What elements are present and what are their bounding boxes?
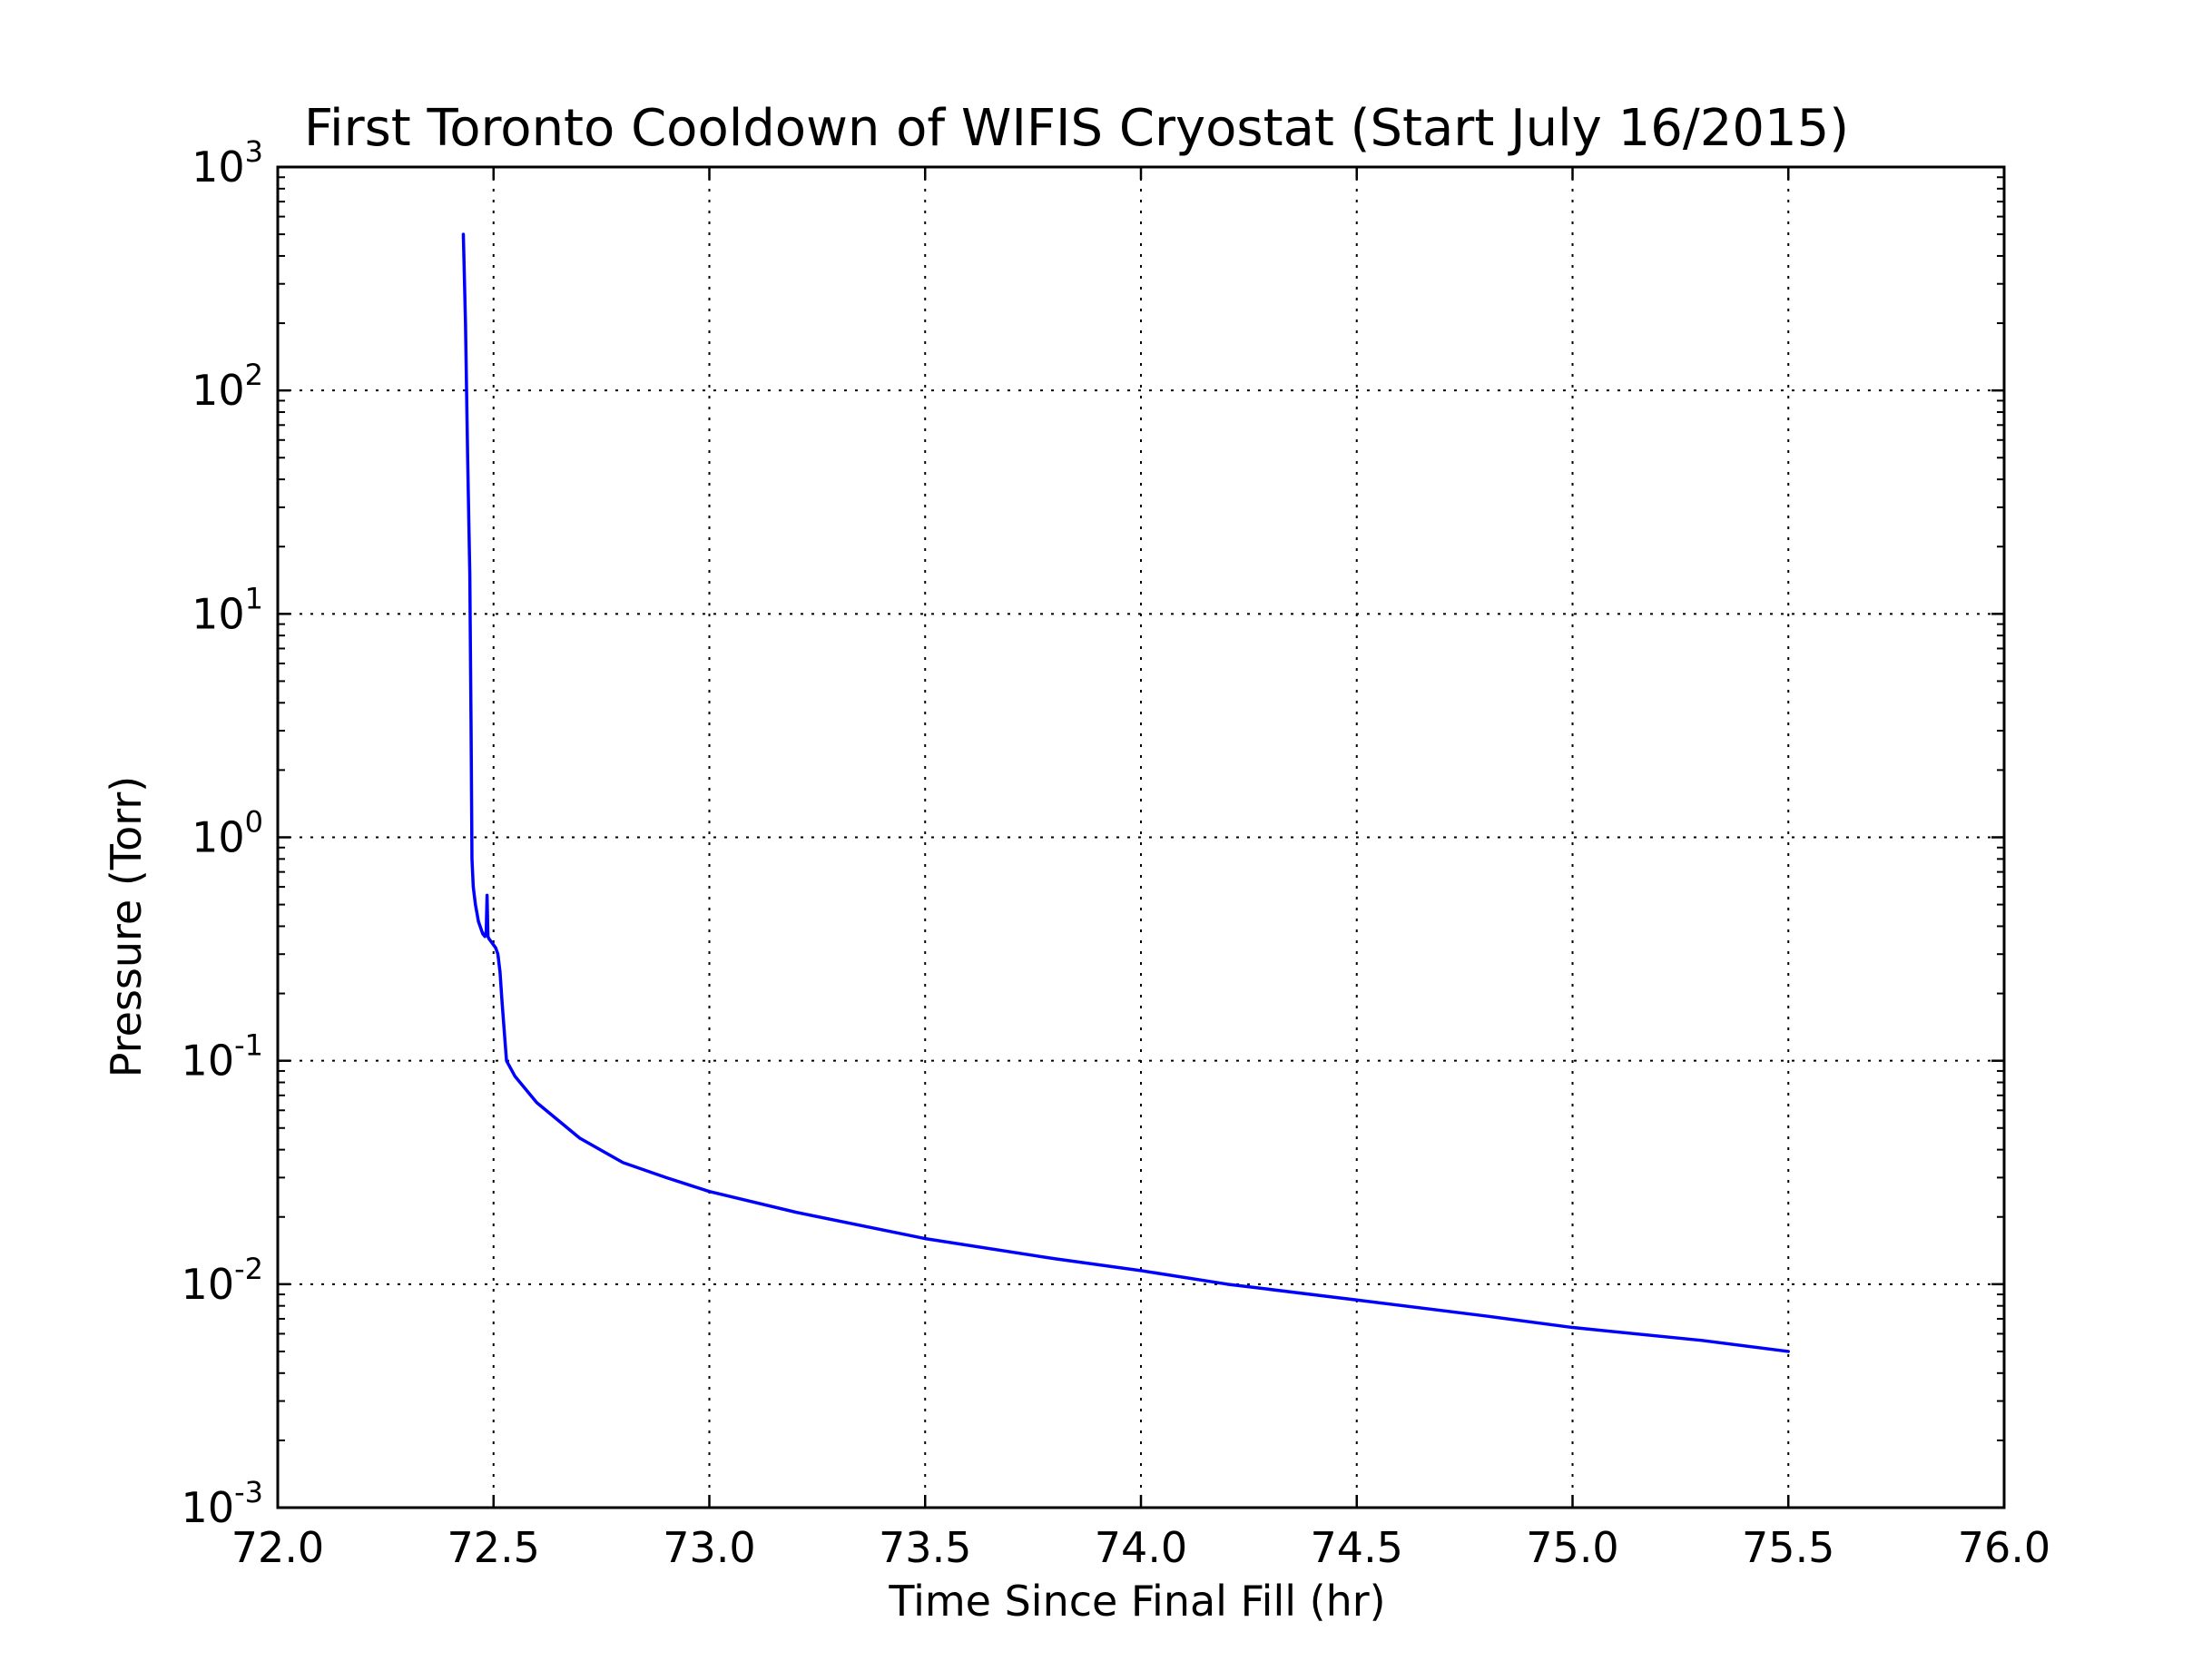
x-tick-labels: 72.0 72.5 73.0 73.5 74.0 74.5 75.0 75.5 76.0 [231, 1523, 2050, 1572]
x-axis-label: Time Since Final Fill (hr) [888, 1577, 1385, 1626]
tick-marks [276, 165, 2006, 1509]
y-tick-label: 102 [192, 358, 263, 415]
series-line-pressure [461, 232, 1790, 1353]
y-tick-label: 10-2 [182, 1252, 263, 1309]
y-tick-label: 100 [192, 805, 263, 862]
grid-lines [278, 167, 2004, 1508]
x-tick-label: 75.0 [1526, 1523, 1618, 1572]
x-tick-label: 74.5 [1311, 1523, 1403, 1572]
chart-title: First Toronto Cooldown of WIFIS Cryostat… [304, 99, 1849, 158]
x-tick-label: 72.0 [231, 1523, 324, 1572]
x-tick-label: 75.5 [1742, 1523, 1834, 1572]
y-tick-label: 101 [192, 581, 263, 638]
x-tick-label: 72.5 [447, 1523, 540, 1572]
x-tick-label: 73.5 [879, 1523, 971, 1572]
y-tick-label: 10-3 [182, 1475, 263, 1532]
x-tick-label: 76.0 [1958, 1523, 2050, 1572]
y-tick-label: 10-1 [182, 1028, 263, 1086]
y-tick-labels: 10-3 10-2 10-1 100 101 102 103 [182, 134, 263, 1532]
y-axis-label: Pressure (Torr) [102, 776, 151, 1077]
y-tick-label: 103 [192, 134, 263, 192]
x-tick-label: 73.0 [663, 1523, 755, 1572]
x-tick-label: 74.0 [1095, 1523, 1187, 1572]
